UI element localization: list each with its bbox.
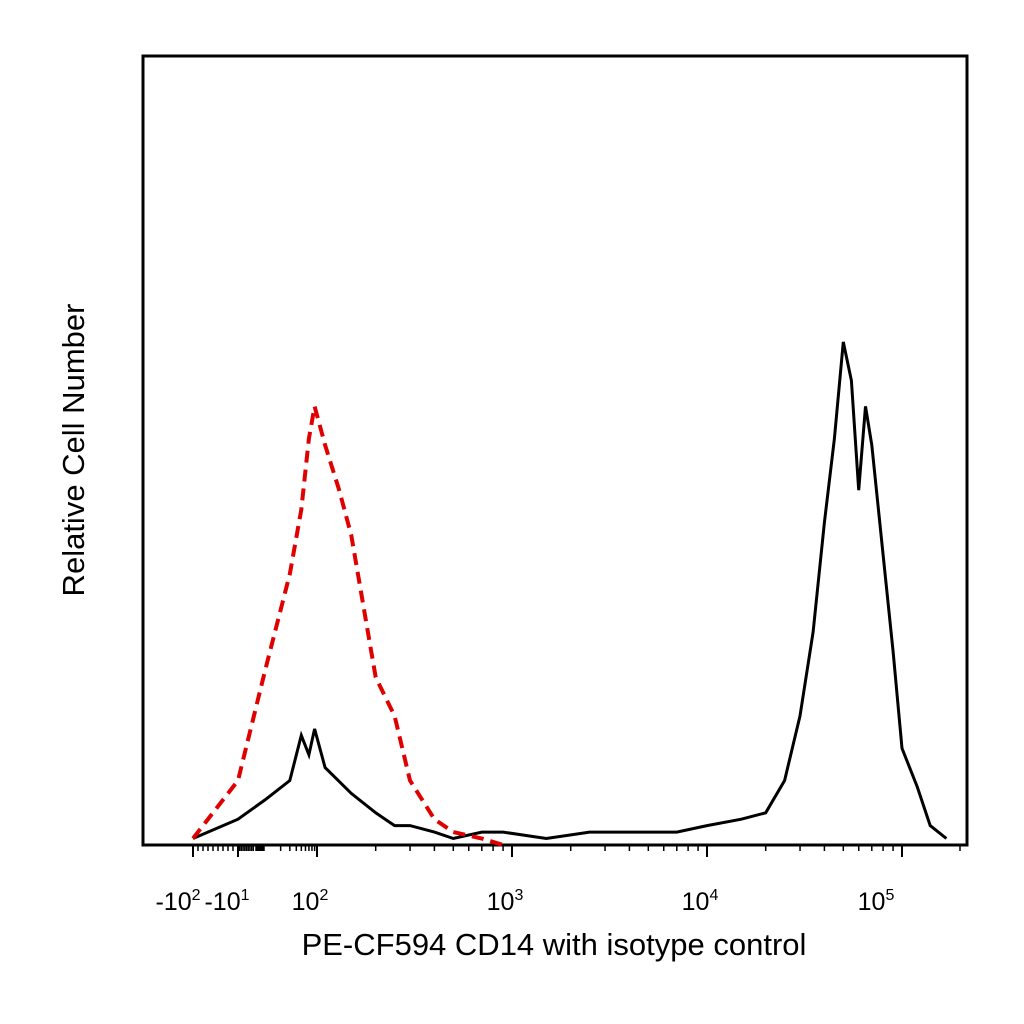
x-tick-label: 105 (858, 887, 895, 916)
x-axis-ticks (192, 845, 961, 857)
x-tick-label: 104 (682, 887, 719, 916)
x-axis-tick-labels: -102 -101 102 103 104 105 (155, 887, 894, 916)
x-tick-label: -101 (204, 887, 249, 916)
y-axis-label: Relative Cell Number (56, 304, 91, 597)
series-layer (191, 341, 948, 847)
cd14-stained-histogram (192, 341, 948, 841)
x-tick-label: 102 (292, 887, 329, 916)
x-tick-label: -102 (155, 887, 200, 916)
isotype-control-histogram (191, 405, 504, 847)
x-tick-label: 103 (487, 887, 524, 916)
x-axis-label: PE-CF594 CD14 with isotype control (302, 927, 807, 962)
plot-area-frame (141, 54, 969, 847)
